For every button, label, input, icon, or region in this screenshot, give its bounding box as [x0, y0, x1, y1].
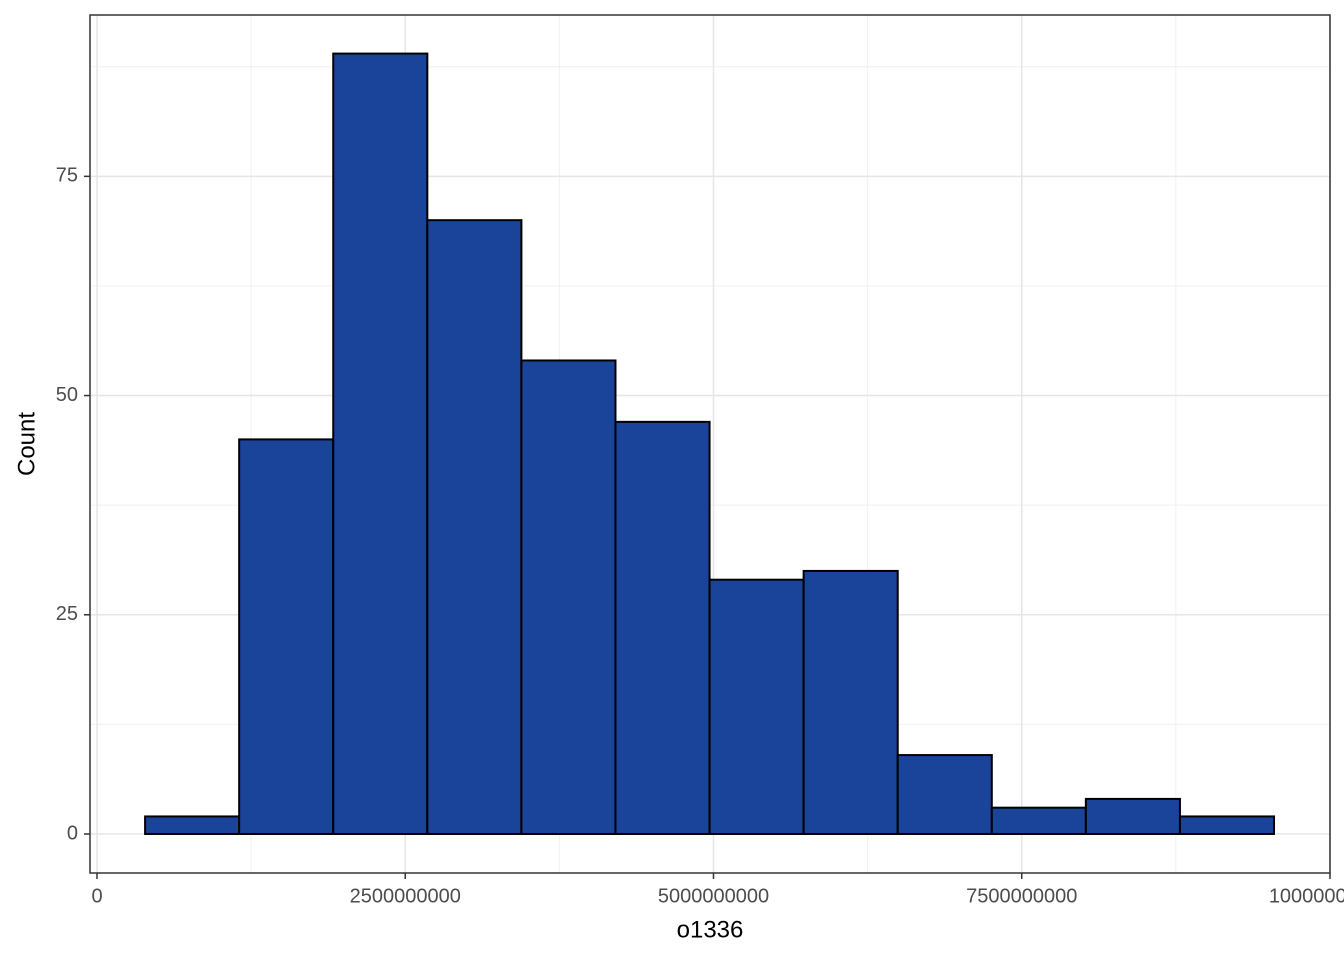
bar: [520, 359, 617, 835]
bar: [1178, 815, 1276, 835]
bar: [802, 569, 899, 835]
x-tick-label: 0: [91, 885, 102, 907]
y-tick-label: 75: [56, 165, 78, 187]
bar: [426, 219, 523, 835]
y-tick-label: 50: [56, 384, 78, 406]
bar: [144, 815, 241, 835]
bar: [614, 420, 711, 835]
bar: [990, 806, 1087, 835]
panel-border: [89, 14, 1331, 874]
x-tick-label: 7500000000: [966, 885, 1077, 907]
x-tick-label: 2500000000: [350, 885, 461, 907]
y-tick-label: 0: [67, 822, 78, 844]
x-axis-title: o1336: [677, 916, 744, 943]
bar: [896, 754, 993, 835]
bar: [708, 578, 805, 835]
x-tick-label: 10000000000: [1269, 885, 1344, 907]
y-tick-label: 25: [56, 603, 78, 625]
y-axis-title: Count: [13, 412, 40, 476]
x-tick-label: 5000000000: [658, 885, 769, 907]
bar: [332, 52, 429, 835]
bar: [1084, 797, 1181, 835]
bar: [238, 438, 335, 835]
